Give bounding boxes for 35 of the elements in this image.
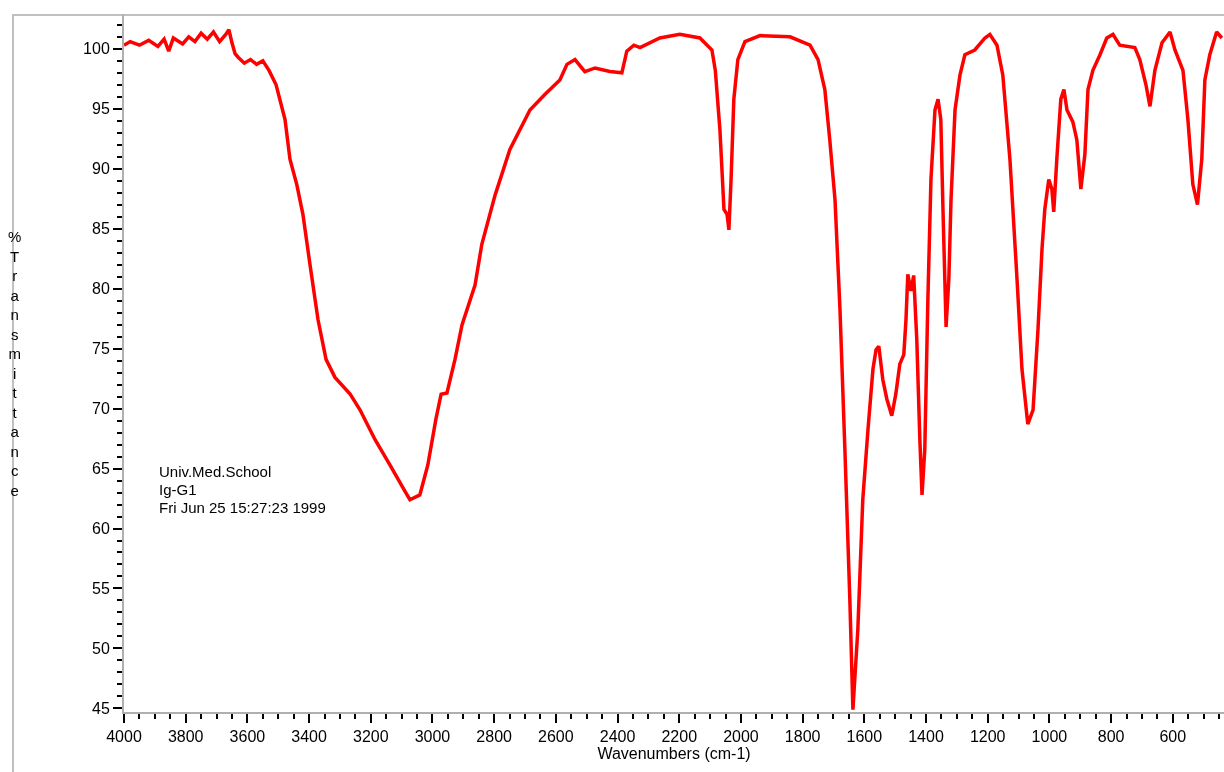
x-tick-label: 600: [1159, 728, 1187, 746]
annotation: Univ.Med.School: [159, 463, 272, 480]
x-tick-label: 1400: [908, 728, 944, 746]
x-axis-title: Wavenumbers (cm-1): [597, 745, 751, 763]
x-tick-label: 2000: [723, 728, 759, 746]
x-tick-label: 2400: [599, 728, 636, 746]
x-tick-label: 1800: [784, 728, 821, 746]
x-tick-label: 1600: [846, 728, 883, 746]
y-tick-label: 50: [92, 640, 110, 658]
y-tick-label: 55: [92, 580, 110, 598]
annotation: Ig-G1: [159, 481, 197, 498]
y-tick-label: 100: [83, 40, 110, 58]
x-tick-label: 3200: [352, 728, 389, 746]
y-tick-label: 70: [92, 400, 110, 418]
x-tick-label: 3000: [414, 728, 451, 746]
y-tick-label: 60: [92, 520, 110, 538]
y-tick-label: 85: [92, 220, 110, 238]
y-tick-label: 75: [92, 340, 110, 358]
x-tick-label: 3800: [167, 728, 204, 746]
x-tick-label: 2800: [476, 728, 513, 746]
text: %Transmittance: [8, 228, 22, 499]
y-tick-label: 65: [92, 460, 110, 478]
x-tick-label: 1000: [1031, 728, 1068, 746]
x-tick-label: 2600: [538, 728, 574, 746]
x-tick-label: 2200: [661, 728, 698, 746]
x-tick-label: 3600: [229, 728, 266, 746]
y-tick-label: 90: [92, 160, 110, 178]
y-tick-label: 80: [92, 280, 110, 298]
x-tick-label: 1200: [969, 728, 1006, 746]
y-tick-label: 45: [92, 700, 110, 717]
x-tick-label: 3400: [291, 728, 327, 746]
x-tick-label: 800: [1097, 728, 1125, 746]
x-tick-label: 4000: [106, 728, 142, 746]
y-tick-label: 95: [92, 100, 110, 118]
annotation: Fri Jun 25 15:27:23 1999: [159, 499, 326, 516]
